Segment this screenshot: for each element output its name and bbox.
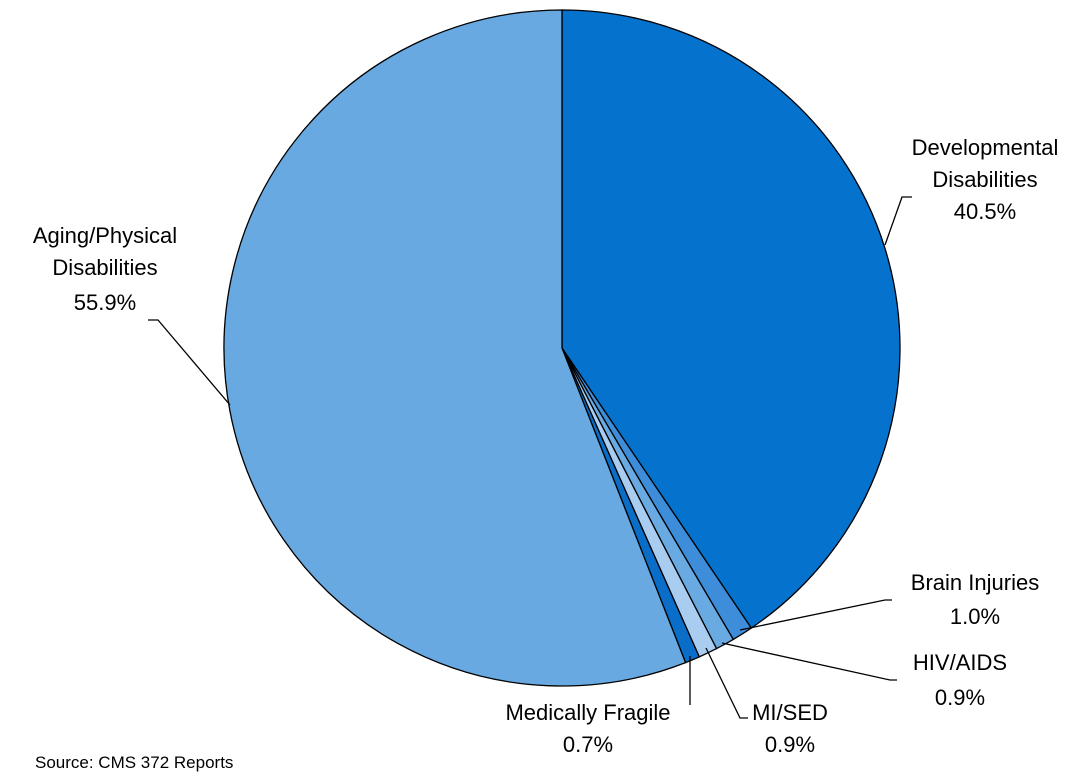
slice-label: Developmental Disabilities	[912, 135, 1059, 192]
value-label: 0.9%	[765, 732, 815, 757]
source-note: Source: CMS 372 Reports	[35, 753, 233, 772]
pie-slice	[561, 9, 901, 629]
leader-line	[705, 647, 748, 719]
slice-label: HIV/AIDS	[913, 650, 1007, 675]
value-label: 0.7%	[563, 732, 613, 757]
slice-label: Brain Injuries	[911, 570, 1039, 595]
value-label: 1.0%	[950, 604, 1000, 629]
leader-line	[148, 319, 231, 406]
slice-label: Medically Fragile	[505, 700, 670, 725]
value-label: 55.9%	[74, 290, 136, 315]
pie-slice	[223, 9, 687, 687]
slice-label: MI/SED	[752, 700, 828, 725]
leader-line	[721, 642, 897, 681]
slice-label: Aging/Physical Disabilities	[33, 223, 177, 280]
leader-line	[739, 599, 892, 631]
value-label: 40.5%	[954, 199, 1016, 224]
leader-line	[884, 196, 912, 246]
value-label: 0.9%	[935, 685, 985, 710]
